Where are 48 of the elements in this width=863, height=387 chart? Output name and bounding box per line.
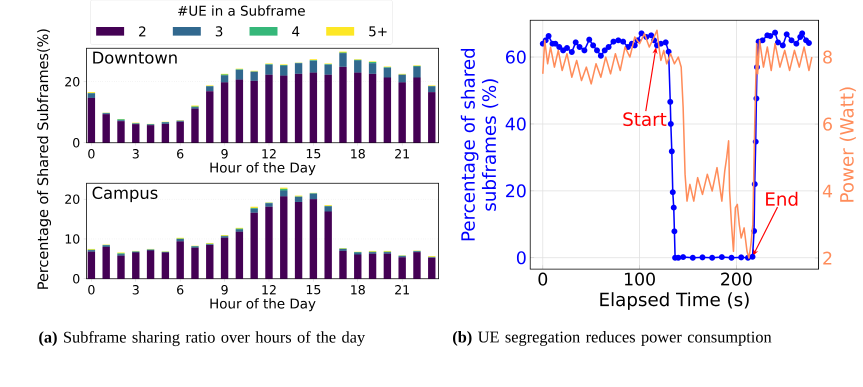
x-tick-label: 6 [177, 149, 184, 159]
x-tick-label: 100 [624, 272, 655, 286]
chart-title: Campus [92, 186, 158, 202]
y-tick-label: 0 [516, 251, 526, 264]
y-tick-label: 0 [73, 138, 80, 148]
legend-label: 2 [139, 26, 146, 36]
y-tick-label: 60 [506, 50, 526, 64]
x-tick-label: 3 [132, 149, 139, 159]
y2-tick-label: 4 [822, 184, 832, 198]
y-axis-title: Percentage of shared subframes (%) [460, 49, 498, 240]
x-tick-label: 21 [395, 285, 409, 294]
y-tick-label: 20 [65, 194, 80, 204]
legend-label: 3 [216, 26, 222, 37]
x-tick-label: 3 [132, 285, 139, 295]
y-axis-title: Percentage of Shared Subframes(%) [37, 29, 52, 289]
text: (a) Subframe sharing ratio over hours of the day [39, 331, 366, 346]
annotation: End [766, 192, 798, 206]
x-tick-label: 12 [262, 285, 276, 294]
annotation: Start [623, 112, 666, 126]
legend-title: #UE in a Subframe [178, 5, 305, 16]
x-tick-label: 0 [538, 272, 548, 286]
y2-tick-label: 6 [823, 118, 832, 131]
x-tick-label: 0 [88, 285, 95, 295]
y-tick-label: 10 [66, 234, 80, 244]
y2-tick-label: 8 [823, 50, 832, 64]
x-tick-label: 9 [221, 149, 228, 159]
x-tick-label: 12 [262, 149, 276, 158]
x-tick-label: 0 [88, 149, 95, 159]
y-tick-label: 20 [506, 184, 526, 198]
x-tick-label: 21 [395, 149, 409, 158]
legend-label: 4 [292, 26, 300, 36]
x-axis-title: Elapsed Time (s) [600, 292, 749, 310]
x-tick-label: 200 [721, 272, 752, 286]
x-tick-label: 15 [306, 285, 320, 294]
y-tick-label: 40 [506, 118, 526, 131]
x-axis-title: Hour of the Day [210, 298, 316, 312]
y2-tick-label: 2 [823, 252, 832, 265]
x-tick-label: 15 [306, 149, 320, 158]
x-tick-label: 6 [177, 285, 184, 295]
text: (b) UE segregation reduces power consumption [453, 331, 772, 346]
y2-axis-title: Power (Watt) [840, 88, 856, 202]
legend-label: 5+ [369, 26, 387, 36]
x-tick-label: 18 [351, 149, 365, 159]
chart-title: Downtown [93, 52, 177, 64]
x-axis-title: Hour of the Day [210, 162, 316, 176]
y-tick-label: 20 [65, 77, 80, 87]
x-tick-label: 9 [221, 285, 228, 295]
x-tick-label: 18 [351, 285, 365, 295]
